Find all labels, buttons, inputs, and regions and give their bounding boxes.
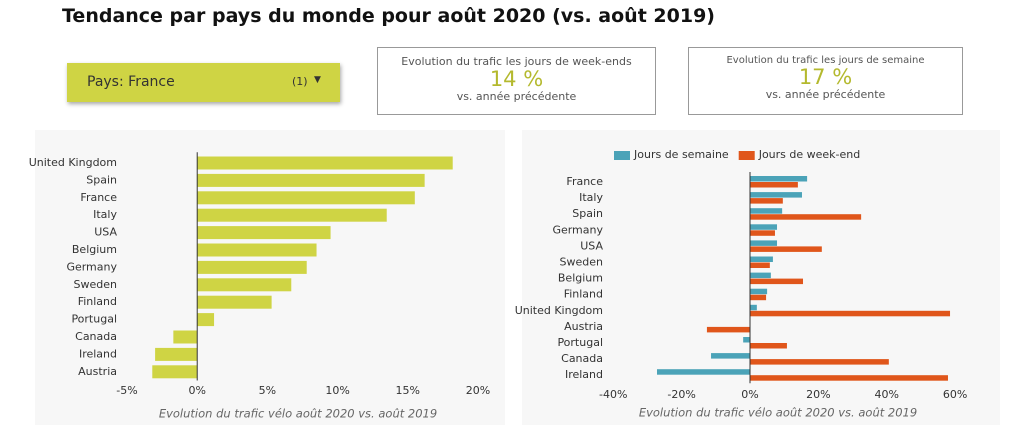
- x-tick-label: 5%: [259, 384, 276, 397]
- y-tick-label: Portugal: [71, 313, 117, 326]
- y-tick-label: Ireland: [565, 368, 603, 381]
- bar: [750, 198, 783, 204]
- filter-label: Pays:: [87, 74, 124, 90]
- bar: [750, 294, 767, 301]
- bar: [657, 369, 751, 375]
- y-tick-label: Austria: [78, 365, 117, 378]
- page-title: Tendance par pays du monde pour août 202…: [62, 5, 715, 27]
- bar: [155, 347, 198, 361]
- y-tick-label: Finland: [78, 295, 117, 308]
- bar: [750, 214, 862, 220]
- y-tick-label: Austria: [564, 320, 603, 333]
- bar: [750, 224, 778, 230]
- filter-text: Pays: France: [87, 74, 175, 90]
- legend-swatch: [614, 151, 630, 160]
- bar: [750, 262, 770, 268]
- bar: [750, 278, 804, 285]
- x-tick-label: -5%: [116, 384, 137, 397]
- y-tick-label: Canada: [561, 352, 603, 365]
- bar: [197, 295, 272, 309]
- bar: [711, 353, 751, 359]
- bar: [197, 313, 215, 327]
- kpi-value: 17 %: [798, 65, 853, 89]
- y-tick-label: USA: [94, 226, 117, 239]
- bar: [750, 359, 889, 365]
- x-tick-label: 60%: [943, 388, 967, 401]
- x-tick-label: 20%: [806, 388, 830, 401]
- kpi-subtitle: vs. année précédente: [765, 88, 886, 101]
- kpi-value: 14 %: [489, 67, 544, 91]
- y-tick-label: Sweden: [74, 278, 117, 291]
- bar: [197, 243, 317, 257]
- y-tick-label: Sweden: [560, 256, 603, 269]
- x-tick-label: 0%: [741, 388, 758, 401]
- y-tick-label: USA: [580, 239, 603, 252]
- bar: [197, 173, 425, 187]
- bar: [197, 156, 453, 170]
- bar: [750, 343, 787, 349]
- bar: [750, 272, 771, 279]
- filter-count: (1): [292, 75, 308, 88]
- y-tick-label: Germany: [66, 260, 117, 273]
- y-tick-label: United Kingdom: [515, 304, 603, 317]
- bar: [750, 246, 822, 252]
- y-tick-label: Canada: [75, 330, 117, 343]
- dropdown-caret[interactable]: ▼: [314, 75, 321, 85]
- y-tick-label: Ireland: [79, 347, 117, 360]
- y-tick-label: Germany: [552, 223, 603, 236]
- x-axis-title: Evolution du trafic vélo août 2020 vs. a…: [639, 406, 917, 420]
- x-tick-label: 10%: [325, 384, 349, 397]
- bar: [197, 226, 331, 240]
- legend-label: Jours de week-end: [758, 148, 861, 161]
- bar: [750, 182, 798, 188]
- x-axis-title: Evolution du trafic vélo août 2020 vs. a…: [159, 407, 437, 421]
- bar: [197, 260, 307, 274]
- bar: [152, 365, 198, 379]
- x-tick-label: 40%: [875, 388, 899, 401]
- y-tick-label: Portugal: [557, 336, 603, 349]
- bar: [750, 240, 778, 246]
- y-tick-label: Belgium: [72, 243, 117, 256]
- country-filter[interactable]: Pays: France (1) ▼: [67, 63, 340, 102]
- kpi-title: Evolution du trafic les jours de week-en…: [401, 55, 632, 68]
- bar: [743, 337, 751, 343]
- x-tick-label: -40%: [599, 388, 627, 401]
- legend-swatch: [738, 151, 755, 160]
- bar: [750, 256, 773, 262]
- kpi-subtitle: vs. année précédente: [456, 90, 577, 103]
- legend-label: Jours de semaine: [633, 148, 729, 161]
- bar: [173, 330, 198, 344]
- y-tick-label: France: [80, 191, 117, 204]
- x-tick-label: 15%: [396, 384, 420, 397]
- bar: [750, 375, 948, 381]
- bar: [750, 176, 808, 182]
- bar: [750, 310, 951, 317]
- y-tick-label: Italy: [93, 208, 117, 221]
- bar: [197, 278, 292, 292]
- bar: [750, 208, 783, 214]
- x-tick-label: -20%: [667, 388, 695, 401]
- filter-value: France: [128, 74, 175, 90]
- y-tick-label: France: [566, 175, 603, 188]
- y-tick-label: Spain: [572, 207, 603, 220]
- bar: [197, 208, 387, 222]
- kpi-title: Evolution du trafic les jours de semaine: [726, 55, 925, 66]
- bar: [750, 304, 757, 311]
- y-tick-label: Italy: [579, 191, 603, 204]
- x-tick-label: 20%: [466, 384, 490, 397]
- bar: [750, 288, 768, 295]
- x-tick-label: 0%: [188, 384, 205, 397]
- bar: [750, 192, 802, 198]
- kpi-card: Evolution du trafic les jours de week-en…: [377, 47, 656, 115]
- bar: [706, 326, 751, 333]
- y-tick-label: Belgium: [558, 272, 603, 285]
- y-tick-label: Finland: [564, 288, 603, 301]
- y-tick-label: United Kingdom: [29, 156, 117, 169]
- kpi-card: Evolution du trafic les jours de semaine…: [688, 47, 963, 115]
- y-tick-label: Spain: [86, 173, 117, 186]
- bar: [750, 230, 775, 236]
- bar: [197, 191, 415, 205]
